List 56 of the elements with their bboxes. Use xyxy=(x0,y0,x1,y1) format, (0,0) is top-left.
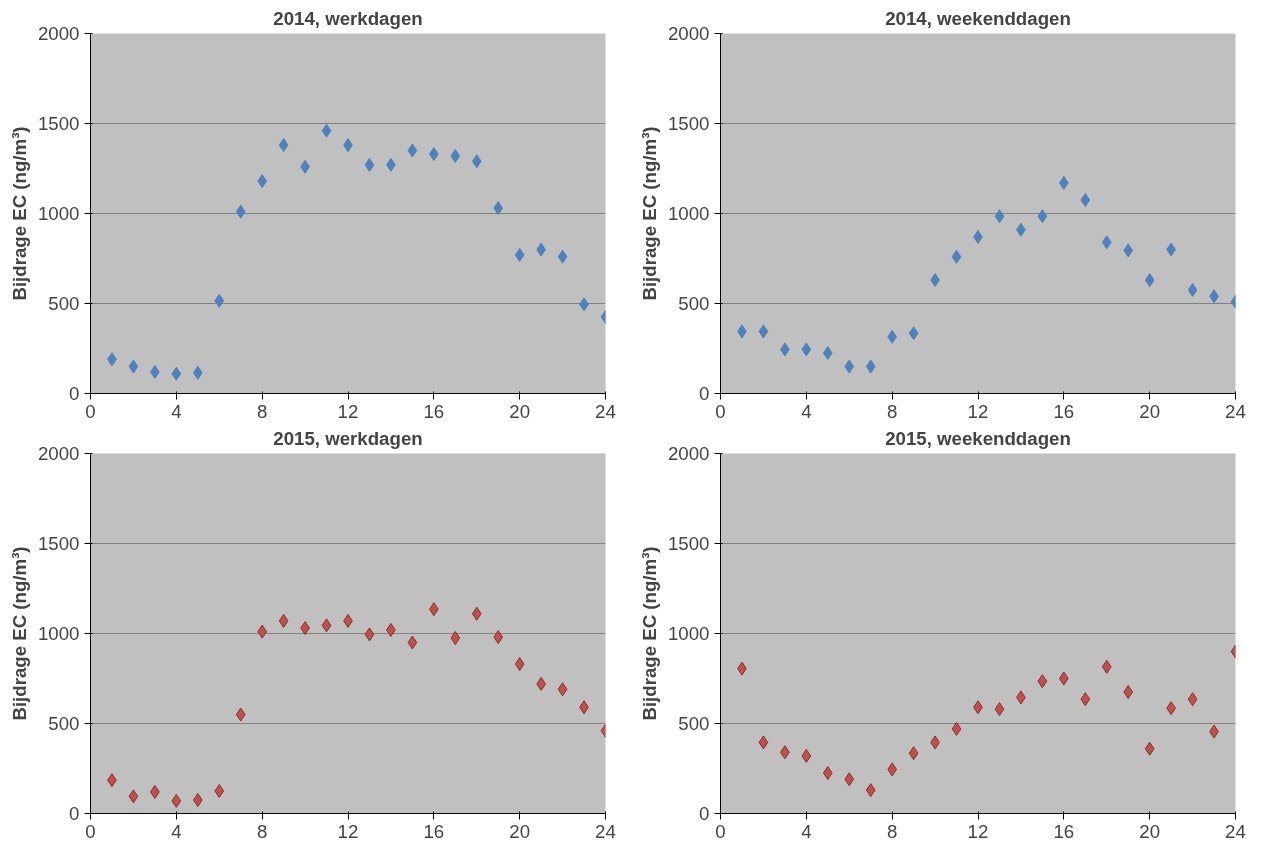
x-tick-label: 24 xyxy=(595,820,616,842)
y-tick-label: 1000 xyxy=(38,623,80,644)
y-tick-label: 1000 xyxy=(38,203,80,224)
y-tick-label: 2000 xyxy=(38,443,80,464)
x-tick-label: 12 xyxy=(967,400,989,422)
x-tick-label: 16 xyxy=(423,820,445,842)
x-tick-label: 8 xyxy=(256,400,268,422)
y-tick-label: 0 xyxy=(69,803,80,824)
y-tick-label: 2000 xyxy=(38,23,80,44)
x-tick-label: 24 xyxy=(1225,400,1246,422)
y-axis-title: Bijdrage EC (ng/m³) xyxy=(9,126,30,301)
chart-title: 2015, weekenddagen xyxy=(885,427,1071,449)
y-tick-label: 2000 xyxy=(668,443,710,464)
x-tick-label: 4 xyxy=(171,820,182,842)
x-tick-label: 16 xyxy=(1053,820,1075,842)
x-tick-label: 4 xyxy=(171,400,182,422)
y-tick-label: 500 xyxy=(48,713,80,734)
x-tick-label: 0 xyxy=(715,400,726,422)
x-tick-label: 24 xyxy=(595,400,616,422)
y-axis-title: Bijdrage EC (ng/m³) xyxy=(9,546,30,721)
y-tick-label: 0 xyxy=(69,383,80,404)
x-tick-label: 12 xyxy=(337,820,359,842)
x-tick-label: 8 xyxy=(886,400,898,422)
y-tick-label: 500 xyxy=(678,713,710,734)
y-tick-label: 1500 xyxy=(38,113,80,134)
x-tick-label: 16 xyxy=(1053,400,1075,422)
x-tick-label: 16 xyxy=(423,400,445,422)
y-tick-label: 1500 xyxy=(668,113,710,134)
chart-title: 2015, werkdagen xyxy=(273,427,423,449)
x-tick-label: 20 xyxy=(1139,820,1161,842)
chart-title: 2014, weekenddagen xyxy=(885,7,1071,29)
x-tick-label: 0 xyxy=(85,400,96,422)
x-tick-label: 4 xyxy=(801,820,812,842)
y-tick-label: 0 xyxy=(699,803,710,824)
chart-title: 2014, werkdagen xyxy=(273,7,423,29)
y-tick-label: 1000 xyxy=(668,203,710,224)
y-tick-label: 1000 xyxy=(668,623,710,644)
x-tick-label: 20 xyxy=(1139,400,1161,422)
y-tick-label: 500 xyxy=(48,293,80,314)
x-tick-label: 20 xyxy=(509,400,531,422)
y-axis-title: Bijdrage EC (ng/m³) xyxy=(639,126,660,301)
x-tick-label: 12 xyxy=(337,400,359,422)
x-tick-label: 24 xyxy=(1225,820,1246,842)
y-tick-label: 1500 xyxy=(668,533,710,554)
x-tick-label: 20 xyxy=(509,820,531,842)
y-tick-label: 500 xyxy=(678,293,710,314)
y-tick-label: 1500 xyxy=(38,533,80,554)
x-tick-label: 0 xyxy=(85,820,96,842)
x-tick-label: 4 xyxy=(801,400,812,422)
y-axis-title: Bijdrage EC (ng/m³) xyxy=(639,546,660,721)
x-tick-label: 8 xyxy=(256,820,268,842)
x-tick-label: 0 xyxy=(715,820,726,842)
y-tick-label: 2000 xyxy=(668,23,710,44)
y-tick-label: 0 xyxy=(699,383,710,404)
x-tick-label: 8 xyxy=(886,820,898,842)
x-tick-label: 12 xyxy=(967,820,989,842)
